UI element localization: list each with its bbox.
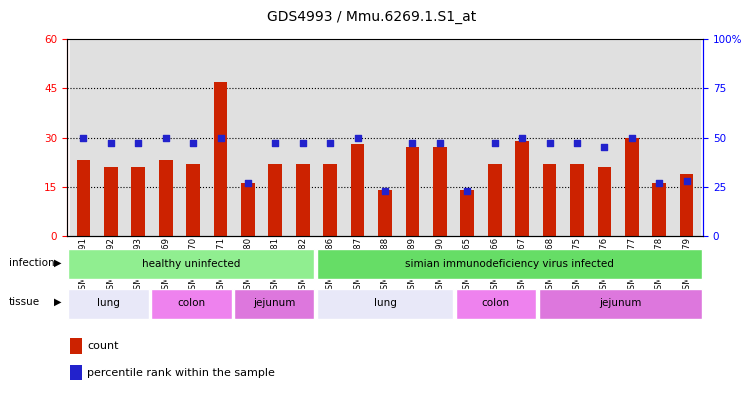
Bar [124,39,152,236]
Bar [652,184,666,236]
Text: healthy uninfected: healthy uninfected [142,259,240,269]
Bar [371,39,399,236]
Point [160,134,172,141]
Bar [350,144,365,236]
Text: colon: colon [481,298,510,308]
Bar [97,39,124,236]
Point [626,134,638,141]
Bar [70,39,97,236]
Bar [378,190,392,236]
Bar [405,147,420,236]
Bar [455,288,536,319]
Text: jejunum: jejunum [253,298,295,308]
Text: ▶: ▶ [54,297,61,307]
Point [434,140,446,147]
Bar [241,184,254,236]
Point [544,140,556,147]
Text: lung: lung [97,298,120,308]
Point [681,178,693,184]
Bar [625,138,638,236]
Point [461,187,473,194]
Bar [426,39,454,236]
Bar [207,39,234,236]
Bar [214,82,228,236]
Point [269,140,281,147]
Point [406,140,418,147]
Bar [151,288,231,319]
Bar [563,39,591,236]
Point [105,140,117,147]
Bar [399,39,426,236]
Bar [597,167,612,236]
Bar [186,164,200,236]
Bar [317,288,453,319]
Bar [324,164,337,236]
Bar [536,39,563,236]
Text: ▶: ▶ [54,257,61,268]
Bar [539,288,702,319]
Point [653,180,665,186]
Bar [70,338,82,354]
Bar [289,39,316,236]
Bar [104,167,118,236]
Bar [673,39,700,236]
Bar [680,174,693,236]
Point [242,180,254,186]
Bar [461,190,474,236]
Bar [132,167,145,236]
Point [598,144,610,151]
Bar [344,39,371,236]
Point [379,187,391,194]
Text: tissue: tissue [9,297,40,307]
Bar [508,39,536,236]
Text: lung: lung [373,298,397,308]
Bar [269,164,282,236]
Text: GDS4993 / Mmu.6269.1.S1_at: GDS4993 / Mmu.6269.1.S1_at [267,10,477,24]
Bar [481,39,508,236]
Bar [68,249,315,279]
Bar [646,39,673,236]
Text: infection: infection [9,257,54,268]
Bar [234,39,262,236]
Bar [317,249,702,279]
Point [324,140,336,147]
Text: simian immunodeficiency virus infected: simian immunodeficiency virus infected [405,259,614,269]
Bar [316,39,344,236]
Text: colon: colon [177,298,205,308]
Bar [454,39,481,236]
Bar [542,164,557,236]
Bar [152,39,179,236]
Point [352,134,364,141]
Bar [77,160,90,236]
Bar [618,39,646,236]
Text: jejunum: jejunum [599,298,641,308]
Bar [70,365,82,380]
Point [297,140,309,147]
Point [187,140,199,147]
Point [571,140,583,147]
Bar [591,39,618,236]
Bar [296,164,310,236]
Point [132,140,144,147]
Text: count: count [87,341,119,351]
Point [214,134,226,141]
Bar [68,288,149,319]
Bar [158,160,173,236]
Point [77,134,89,141]
Bar [262,39,289,236]
Bar [179,39,207,236]
Bar [516,141,529,236]
Text: percentile rank within the sample: percentile rank within the sample [87,367,275,378]
Bar [234,288,315,319]
Bar [570,164,584,236]
Point [516,134,528,141]
Bar [433,147,446,236]
Bar [488,164,501,236]
Point [489,140,501,147]
